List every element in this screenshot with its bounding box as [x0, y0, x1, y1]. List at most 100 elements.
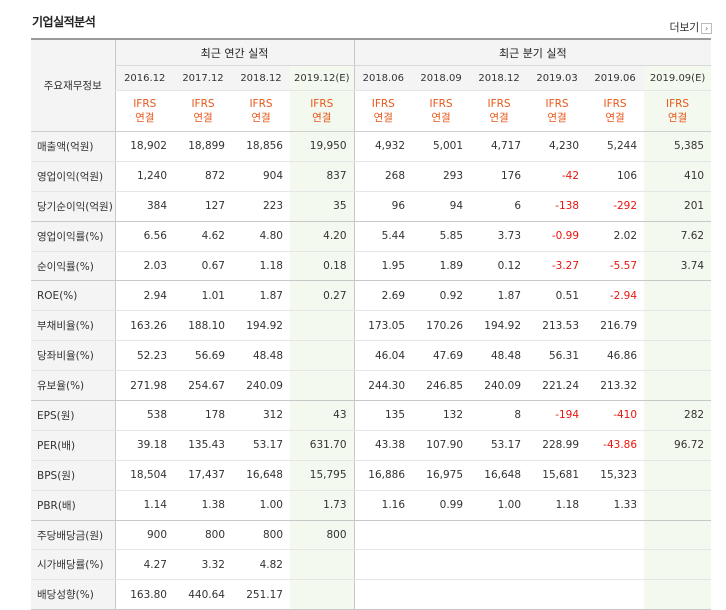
table-cell: 1.00: [470, 490, 529, 521]
table-cell: [644, 579, 712, 610]
ifrs-badge[interactable]: IFRS 연결: [232, 90, 290, 132]
consolidated-label: 연결: [547, 112, 567, 124]
table-cell: 538: [114, 400, 174, 431]
table-cell: 4.62: [174, 221, 232, 252]
table-cell: 271.98: [114, 370, 174, 402]
table-cell: 5.44: [353, 221, 413, 252]
row-label: BPS(원): [31, 460, 115, 491]
table-cell: 43: [290, 400, 355, 431]
group-annual: 최근 연간 실적: [114, 38, 355, 66]
table-cell: 410: [644, 161, 712, 192]
ifrs-badge[interactable]: IFRS 연결: [528, 90, 587, 132]
table-cell: 0.18: [290, 251, 355, 282]
table-cell: [644, 549, 712, 581]
table-cell: 1.01: [174, 280, 232, 312]
row-label: 영업이익률(%): [31, 221, 115, 252]
table-cell: 8: [470, 400, 529, 431]
table-cell: 107.90: [412, 430, 471, 461]
table-row: 당좌비율(%) 52.23 56.69 48.48 46.04 47.69 48.48 56.…: [31, 340, 712, 372]
consolidated-label: 연결: [667, 112, 688, 124]
table-cell: 94: [412, 191, 471, 222]
table-cell: [644, 280, 712, 312]
table-cell: 872: [174, 161, 232, 192]
ifrs-badge[interactable]: IFRS 연결: [586, 90, 645, 132]
ifrs-badge[interactable]: IFRS 연결: [353, 90, 413, 132]
table-row: PBR(배) 1.14 1.38 1.00 1.73 1.16 0.99 1.00 1.18 1.…: [31, 490, 712, 521]
ifrs-badge[interactable]: IFRS 연결: [412, 90, 471, 132]
table-cell: 53.17: [470, 430, 529, 461]
table-cell: 178: [174, 400, 232, 431]
ifrs-badge[interactable]: IFRS 연결: [470, 90, 529, 132]
table-cell: 1.16: [353, 490, 413, 521]
table-cell: 282: [644, 400, 712, 431]
table-cell: 4.20: [290, 221, 355, 252]
table-cell: 19,950: [290, 131, 355, 162]
table-cell: 18,504: [114, 460, 174, 491]
table-row: 당기순이익(억원) 384 127 223 35 96 94 6 -138 -292 201: [31, 191, 712, 222]
table-cell: 4,717: [470, 131, 529, 162]
table-cell: [644, 520, 712, 551]
row-label: ROE(%): [31, 280, 115, 312]
period-header: 2019.12(E): [290, 65, 355, 91]
table-cell: 384: [114, 191, 174, 222]
table-cell: 15,323: [586, 460, 645, 491]
table-row: PER(배) 39.18 135.43 53.17 631.70 43.38 107.90 5…: [31, 430, 712, 461]
table-cell: 800: [174, 520, 232, 551]
table-cell: [353, 579, 413, 610]
table-cell: 16,648: [470, 460, 529, 491]
more-link[interactable]: 더보기 ›: [670, 19, 712, 35]
table-cell: 5,385: [644, 131, 712, 162]
table-cell: 2.02: [586, 221, 645, 252]
table-cell: 163.80: [114, 579, 174, 610]
table-cell: [644, 460, 712, 491]
ifrs-badge[interactable]: IFRS 연결: [174, 90, 232, 132]
table-cell: 0.12: [470, 251, 529, 282]
table-cell: 18,902: [114, 131, 174, 162]
table-cell: 106: [586, 161, 645, 192]
row-label: PER(배): [31, 430, 115, 461]
table-cell: 132: [412, 400, 471, 431]
table-cell: 3.74: [644, 251, 712, 282]
period-header: 2018.12: [470, 65, 529, 91]
ifrs-badge[interactable]: IFRS 연결: [644, 90, 712, 132]
table-cell: 800: [232, 520, 290, 551]
table-cell: 15,795: [290, 460, 355, 491]
period-header: 2019.06: [586, 65, 645, 91]
table-cell: 7.62: [644, 221, 712, 252]
table-cell: [528, 520, 587, 551]
ifrs-badge[interactable]: IFRS 연결: [290, 90, 355, 132]
table-cell: 18,856: [232, 131, 290, 162]
table-cell: 293: [412, 161, 471, 192]
table-cell: [353, 520, 413, 551]
table-cell: -194: [528, 400, 587, 431]
period-header: 2018.09: [412, 65, 471, 91]
table-cell: [290, 340, 355, 372]
table-cell: [470, 549, 529, 581]
ifrs-label: IFRS: [545, 98, 569, 110]
period-header: 2019.09(E): [644, 65, 712, 91]
table-cell: 4.82: [232, 549, 290, 581]
table-cell: 800: [290, 520, 355, 551]
table-cell: 0.27: [290, 280, 355, 312]
consolidated-label: 연결: [135, 112, 155, 124]
table-row: 유보율(%) 271.98 254.67 240.09 244.30 246.85 240.…: [31, 370, 712, 402]
consolidated-label: 연결: [251, 112, 271, 124]
table-row: 순이익률(%) 2.03 0.67 1.18 0.18 1.95 1.89 0.12 -3.27…: [31, 251, 712, 282]
table-cell: 228.99: [528, 430, 587, 461]
table-cell: -2.94: [586, 280, 645, 312]
more-label: 더보기: [669, 21, 700, 34]
group-quarter: 최근 분기 실적: [353, 38, 712, 66]
period-header: 2017.12: [174, 65, 232, 91]
ifrs-label: IFRS: [249, 98, 273, 110]
table-cell: 213.32: [586, 370, 645, 402]
table-cell: 216.79: [586, 310, 645, 342]
table-cell: -292: [586, 191, 645, 222]
table-cell: 47.69: [412, 340, 471, 372]
table-cell: 173.05: [353, 310, 413, 342]
table-cell: -138: [528, 191, 587, 222]
ifrs-badge[interactable]: IFRS 연결: [114, 90, 174, 132]
table-cell: [412, 520, 471, 551]
table-cell: 48.48: [232, 340, 290, 372]
table-cell: 52.23: [114, 340, 174, 372]
table-cell: 1.87: [232, 280, 290, 312]
